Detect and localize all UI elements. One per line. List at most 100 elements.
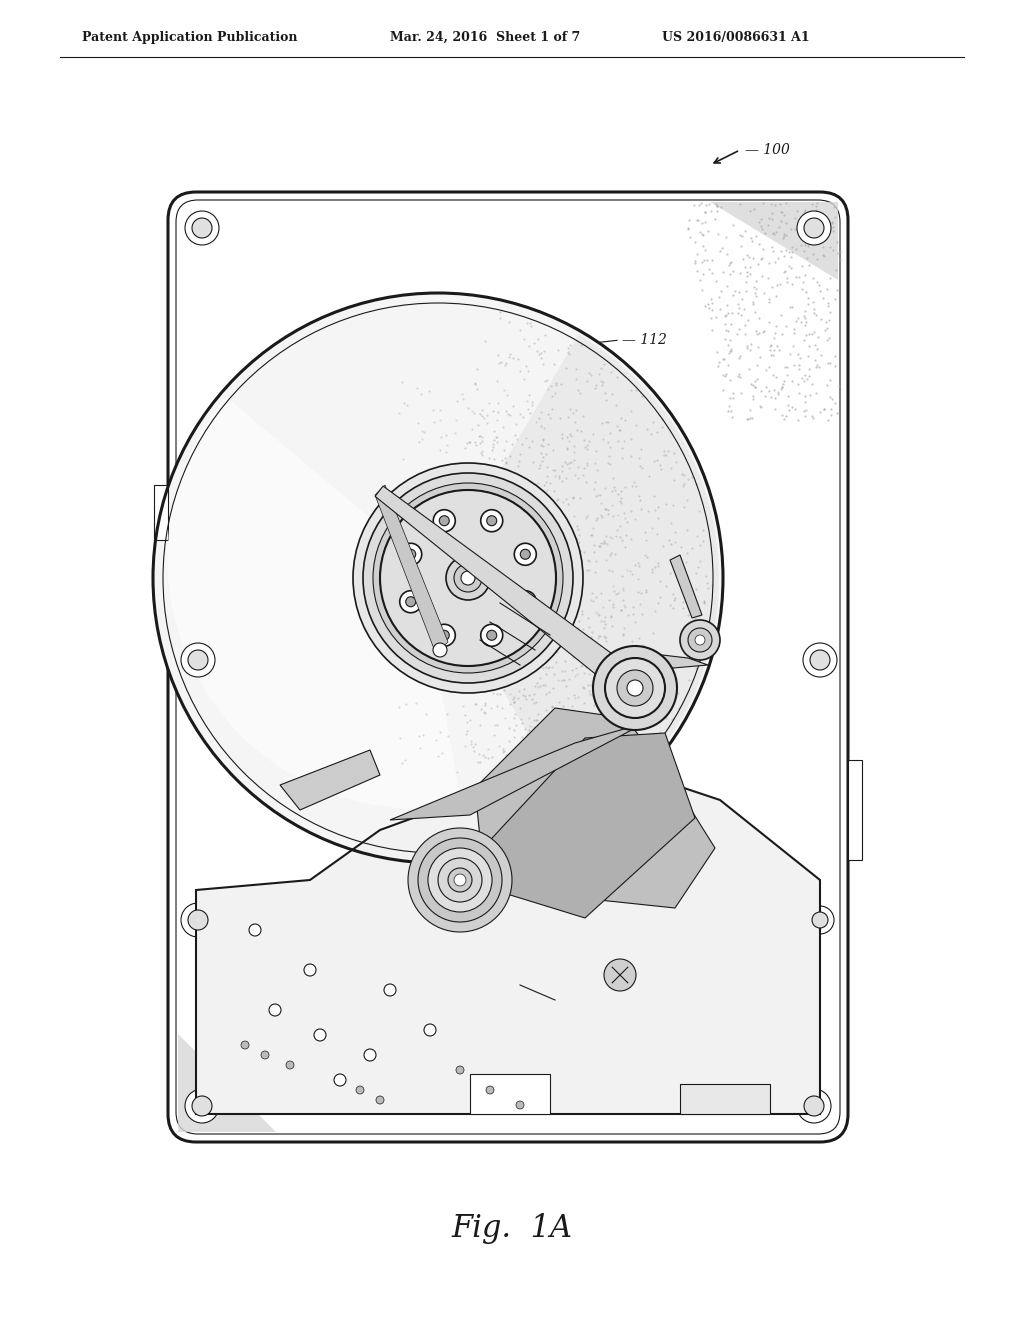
Point xyxy=(731,193,748,214)
Point xyxy=(608,525,625,546)
Point xyxy=(535,713,551,734)
Point xyxy=(487,764,504,785)
Point xyxy=(569,519,586,540)
Point xyxy=(471,425,487,446)
Point xyxy=(587,378,603,399)
Point xyxy=(820,216,837,238)
Point xyxy=(517,784,534,805)
Point xyxy=(721,342,737,363)
Point xyxy=(539,457,555,478)
Point xyxy=(623,379,639,400)
Circle shape xyxy=(304,964,316,975)
Point xyxy=(473,430,489,451)
Point xyxy=(742,256,759,277)
Point xyxy=(820,293,837,314)
Point xyxy=(753,215,769,236)
Point xyxy=(588,586,604,607)
Point xyxy=(607,657,624,678)
Point xyxy=(506,801,522,822)
Point xyxy=(821,327,838,348)
Point xyxy=(600,764,616,785)
Point xyxy=(819,330,836,351)
Point xyxy=(654,416,671,437)
Point xyxy=(631,627,647,648)
Point xyxy=(522,715,539,737)
Point xyxy=(563,615,580,636)
Point xyxy=(818,318,835,339)
Point xyxy=(686,607,702,628)
Point xyxy=(530,715,547,737)
Point xyxy=(577,791,593,812)
Point xyxy=(775,261,792,282)
Point xyxy=(593,504,609,525)
Point xyxy=(650,508,667,529)
Point xyxy=(594,705,610,726)
Point xyxy=(797,223,813,244)
Point xyxy=(720,302,736,323)
Point xyxy=(580,630,596,651)
Point xyxy=(557,651,573,672)
Point xyxy=(532,454,549,475)
Point xyxy=(796,330,812,351)
Point xyxy=(611,515,628,536)
Point xyxy=(732,345,749,366)
Point xyxy=(776,205,793,226)
Point xyxy=(725,381,741,403)
Point xyxy=(699,577,716,598)
Point xyxy=(557,451,573,473)
Point xyxy=(784,335,801,356)
Point xyxy=(526,502,543,523)
Point xyxy=(649,496,666,517)
Point xyxy=(579,371,595,392)
Point xyxy=(773,202,790,223)
Point xyxy=(425,399,441,420)
Point xyxy=(790,374,806,395)
Point xyxy=(466,734,482,755)
Point xyxy=(614,565,631,586)
Point xyxy=(526,634,543,655)
Point xyxy=(717,314,733,335)
Point xyxy=(707,209,723,230)
Point xyxy=(744,388,761,409)
Point xyxy=(507,704,523,725)
Point xyxy=(563,723,580,744)
Point xyxy=(544,696,560,717)
Point xyxy=(645,450,662,471)
Circle shape xyxy=(480,510,503,532)
Point xyxy=(709,195,725,216)
Point xyxy=(538,656,554,677)
Point xyxy=(604,758,621,779)
Point xyxy=(670,682,686,704)
Point xyxy=(647,601,664,622)
Point xyxy=(537,754,553,775)
Point xyxy=(807,335,823,356)
Point xyxy=(831,242,848,263)
Point xyxy=(612,492,629,513)
Point xyxy=(768,285,784,306)
Point xyxy=(808,305,824,326)
Point xyxy=(542,772,558,793)
Point xyxy=(583,626,599,647)
Point xyxy=(581,616,597,638)
Point xyxy=(746,376,763,397)
Point xyxy=(768,367,784,388)
Point xyxy=(532,342,549,363)
Point xyxy=(607,655,624,676)
Point xyxy=(596,531,612,552)
Point xyxy=(694,224,711,246)
Point xyxy=(733,289,750,310)
Point xyxy=(483,746,500,767)
Point xyxy=(823,389,840,411)
Point xyxy=(823,399,840,420)
Point xyxy=(805,408,821,429)
Text: — 112: — 112 xyxy=(622,333,667,347)
Point xyxy=(498,451,514,473)
Point xyxy=(566,449,583,470)
Point xyxy=(515,329,531,350)
Point xyxy=(817,319,834,341)
Point xyxy=(565,506,582,527)
Point xyxy=(581,430,597,451)
Point xyxy=(573,653,590,675)
Point xyxy=(505,689,521,710)
Point xyxy=(818,215,835,236)
